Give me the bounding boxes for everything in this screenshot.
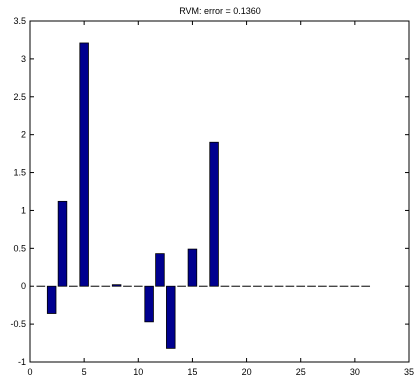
y-tick-label: 3	[21, 54, 26, 64]
x-tick-label: 15	[187, 367, 197, 377]
y-tick-label: 2.5	[13, 92, 26, 102]
y-tick-label: 0.5	[13, 243, 26, 253]
bar-11	[144, 285, 154, 323]
x-tick-label: 20	[242, 367, 252, 377]
plot-frame	[29, 20, 410, 363]
bars-group	[36, 42, 371, 349]
y-tick-label: 1	[21, 205, 26, 215]
x-tick-label: 35	[404, 367, 414, 377]
chart-title: RVM: error = 0.1360	[179, 6, 261, 16]
y-axis-ticks: -1 -0.5 0 0.5 1 1.5 2 2.5 3 3.5	[10, 16, 409, 367]
bar-3	[57, 200, 68, 287]
bar-8	[111, 284, 122, 287]
bar-2	[46, 285, 57, 314]
bar-13	[166, 285, 176, 349]
bar-5	[79, 42, 89, 287]
x-tick-label: 5	[82, 367, 87, 377]
bar-12	[155, 253, 165, 287]
y-tick-label: 2	[21, 130, 26, 140]
x-tick-label: 0	[27, 367, 32, 377]
y-tick-label: -1	[18, 357, 26, 367]
y-tick-label: 1.5	[13, 168, 26, 178]
x-tick-label: 30	[350, 367, 360, 377]
bar-17	[209, 141, 219, 287]
y-tick-label: -0.5	[10, 319, 26, 329]
x-tick-label: 25	[296, 367, 306, 377]
x-axis-ticks: 0 5 10 15 20 25 30 35	[27, 21, 414, 377]
y-tick-label: 0	[21, 281, 26, 291]
bar-15	[187, 248, 198, 287]
y-tick-label: 3.5	[13, 16, 26, 26]
x-tick-label: 10	[133, 367, 143, 377]
